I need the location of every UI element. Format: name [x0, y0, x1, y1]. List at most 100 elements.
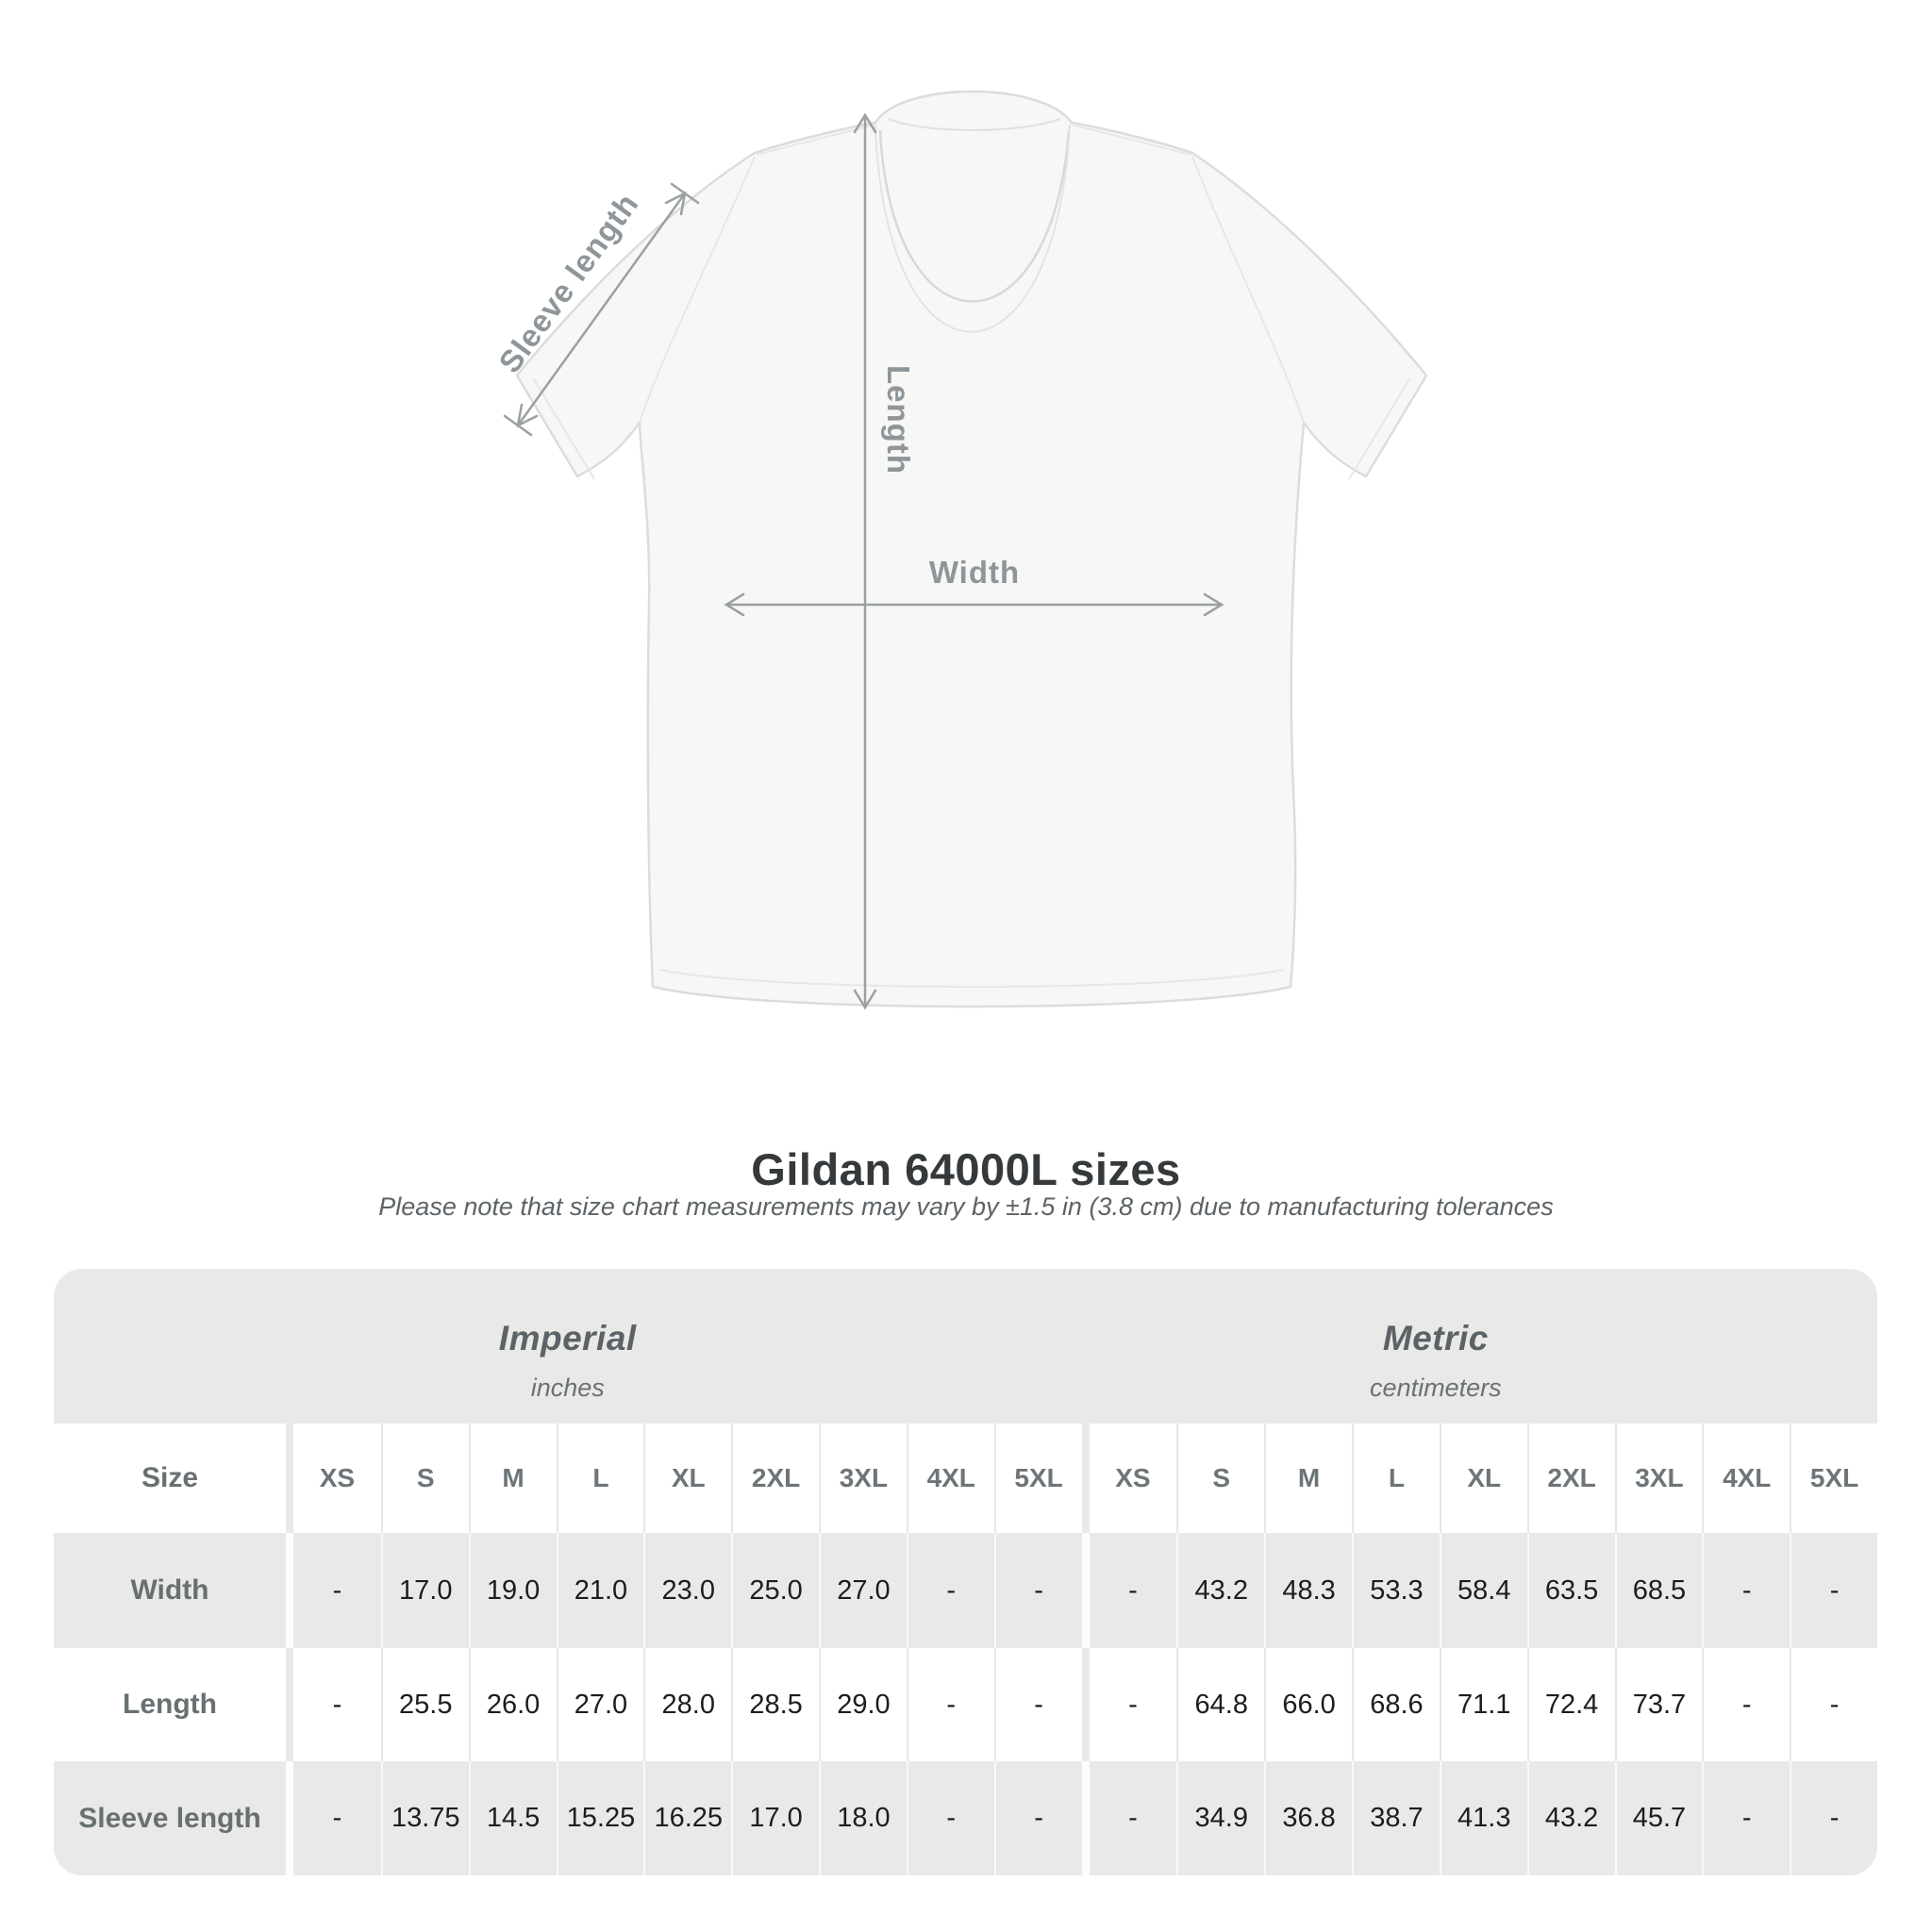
- seam-lines: [533, 124, 1410, 988]
- sleeve-length-arrow: [503, 182, 700, 437]
- table-cell: -: [1702, 1648, 1790, 1761]
- column-gap: [1081, 1648, 1090, 1761]
- row-label: Length: [123, 1689, 217, 1720]
- table-cell: 73.7: [1614, 1648, 1703, 1761]
- table-cell: 41.3: [1439, 1761, 1527, 1875]
- size-column-header: M: [1264, 1424, 1352, 1533]
- table-cell: -: [332, 1689, 342, 1720]
- size-column-header: S: [380, 1424, 469, 1533]
- table-cell: 72.4: [1526, 1648, 1615, 1761]
- size-column-header: S: [1176, 1424, 1264, 1533]
- row-header-label: Size: [141, 1462, 199, 1493]
- column-gap: [286, 1533, 293, 1648]
- size-column-header: 2XL: [731, 1424, 819, 1533]
- table-cell: 17.0: [731, 1761, 819, 1875]
- size-column-header: 4XL: [906, 1424, 994, 1533]
- table-cell: 45.7: [1614, 1761, 1703, 1875]
- column-gap: [286, 1761, 293, 1875]
- size-column-header: XS: [1115, 1463, 1151, 1492]
- tolerance-note: Please note that size chart measurements…: [378, 1192, 1554, 1221]
- table-cell: -: [993, 1761, 1082, 1875]
- size-column-header: M: [468, 1424, 557, 1533]
- unit-group-unit: centimeters: [1370, 1373, 1502, 1402]
- size-column-header: 5XL: [1790, 1424, 1877, 1533]
- size-column-header: 3XL: [1614, 1424, 1703, 1533]
- table-cell: 66.0: [1264, 1648, 1352, 1761]
- table-cell: -: [1790, 1533, 1877, 1648]
- size-column-header: 3XL: [819, 1424, 907, 1533]
- table-row: Width -17.0 19.0 21.0 23.0 25.0 27.0- - -43.2 48.…: [54, 1533, 1877, 1648]
- table-cell: 18.0: [819, 1761, 907, 1875]
- table-cell: 58.4: [1439, 1533, 1527, 1648]
- collar: [874, 118, 1071, 333]
- table-cell: -: [993, 1533, 1082, 1648]
- table-cell: 63.5: [1526, 1533, 1615, 1648]
- table-cell: 27.0: [556, 1648, 644, 1761]
- unit-group-name: Imperial: [498, 1318, 637, 1357]
- table-cell: -: [906, 1533, 994, 1648]
- size-column-header: L: [1352, 1424, 1440, 1533]
- table-cell: -: [332, 1574, 342, 1606]
- table-cell: 64.8: [1176, 1648, 1264, 1761]
- size-column-header: L: [556, 1424, 644, 1533]
- table-cell: 23.0: [643, 1533, 731, 1648]
- width-arrow: [724, 592, 1224, 617]
- table-cell: 34.9: [1176, 1761, 1264, 1875]
- table-row: Length -25.5 26.0 27.0 28.0 28.5 29.0- - -64.8 66…: [54, 1648, 1877, 1761]
- table-cell: 16.25: [643, 1761, 731, 1875]
- table-cell: -: [906, 1648, 994, 1761]
- table-cell: -: [993, 1648, 1082, 1761]
- table-cell: 29.0: [819, 1648, 907, 1761]
- table-cell: 21.0: [556, 1533, 644, 1648]
- length-arrow: [853, 112, 877, 1010]
- table-cell: 25.0: [731, 1533, 819, 1648]
- width-dimension-label: Width: [928, 555, 1021, 590]
- table-cell: 48.3: [1264, 1533, 1352, 1648]
- table-cell: -: [1790, 1648, 1877, 1761]
- table-cell: -: [332, 1803, 342, 1833]
- table-cell: 71.1: [1439, 1648, 1527, 1761]
- page-title: Gildan 64000L sizes: [751, 1144, 1181, 1194]
- table-cell: 15.25: [556, 1761, 644, 1875]
- table-cell: 43.2: [1176, 1533, 1264, 1648]
- unit-group-unit: inches: [530, 1373, 605, 1402]
- table-cell: 68.5: [1614, 1533, 1703, 1648]
- table-cell: -: [906, 1761, 994, 1875]
- table-unit-band: Imperial inches Metric centimeters: [54, 1269, 1877, 1424]
- table-cell: -: [1128, 1689, 1138, 1720]
- unit-group-header: Metric centimeters: [1082, 1269, 1790, 1424]
- size-column-header: XL: [1439, 1424, 1527, 1533]
- column-gap: [286, 1424, 293, 1533]
- column-gap: [1081, 1761, 1090, 1875]
- table-cell: 28.0: [643, 1648, 731, 1761]
- table-cell: 13.75: [380, 1761, 469, 1875]
- tshirt-illustration: [503, 90, 1428, 1010]
- table-cell: 53.3: [1352, 1533, 1440, 1648]
- row-label: Width: [130, 1574, 209, 1606]
- table-cell: 14.5: [468, 1761, 557, 1875]
- table-cell: -: [1128, 1803, 1138, 1833]
- tshirt-body: [515, 90, 1428, 1008]
- size-header-row: Size XS S M L XL 2XL 3XL 4XL 5XL XS S M L XL 2XL 3XL 4XL 5…: [54, 1424, 1877, 1533]
- size-column-header: XS: [319, 1463, 356, 1492]
- table-cell: 36.8: [1264, 1761, 1352, 1875]
- size-column-header: XL: [643, 1424, 731, 1533]
- row-label: Sleeve length: [78, 1802, 261, 1834]
- table-cell: -: [1790, 1761, 1877, 1875]
- length-dimension-label: Length: [881, 365, 916, 475]
- table-row: Sleeve length - 13.75 14.5 15.25 16.25 17.0 18.…: [54, 1761, 1877, 1875]
- table-cell: 26.0: [468, 1648, 557, 1761]
- column-gap: [286, 1648, 293, 1761]
- table-cell: -: [1702, 1533, 1790, 1648]
- size-table: Imperial inches Metric centimeters Size XS S M L…: [54, 1269, 1877, 1875]
- column-gap: [1081, 1533, 1090, 1648]
- table-cell: 38.7: [1352, 1761, 1440, 1875]
- table-cell: -: [1702, 1761, 1790, 1875]
- column-gap: [1081, 1424, 1090, 1533]
- size-column-header: 5XL: [993, 1424, 1082, 1533]
- dimension-arrows: [503, 112, 1224, 1010]
- unit-group-header: Imperial inches: [54, 1269, 1082, 1424]
- table-cell: 68.6: [1352, 1648, 1440, 1761]
- table-cell: 27.0: [819, 1533, 907, 1648]
